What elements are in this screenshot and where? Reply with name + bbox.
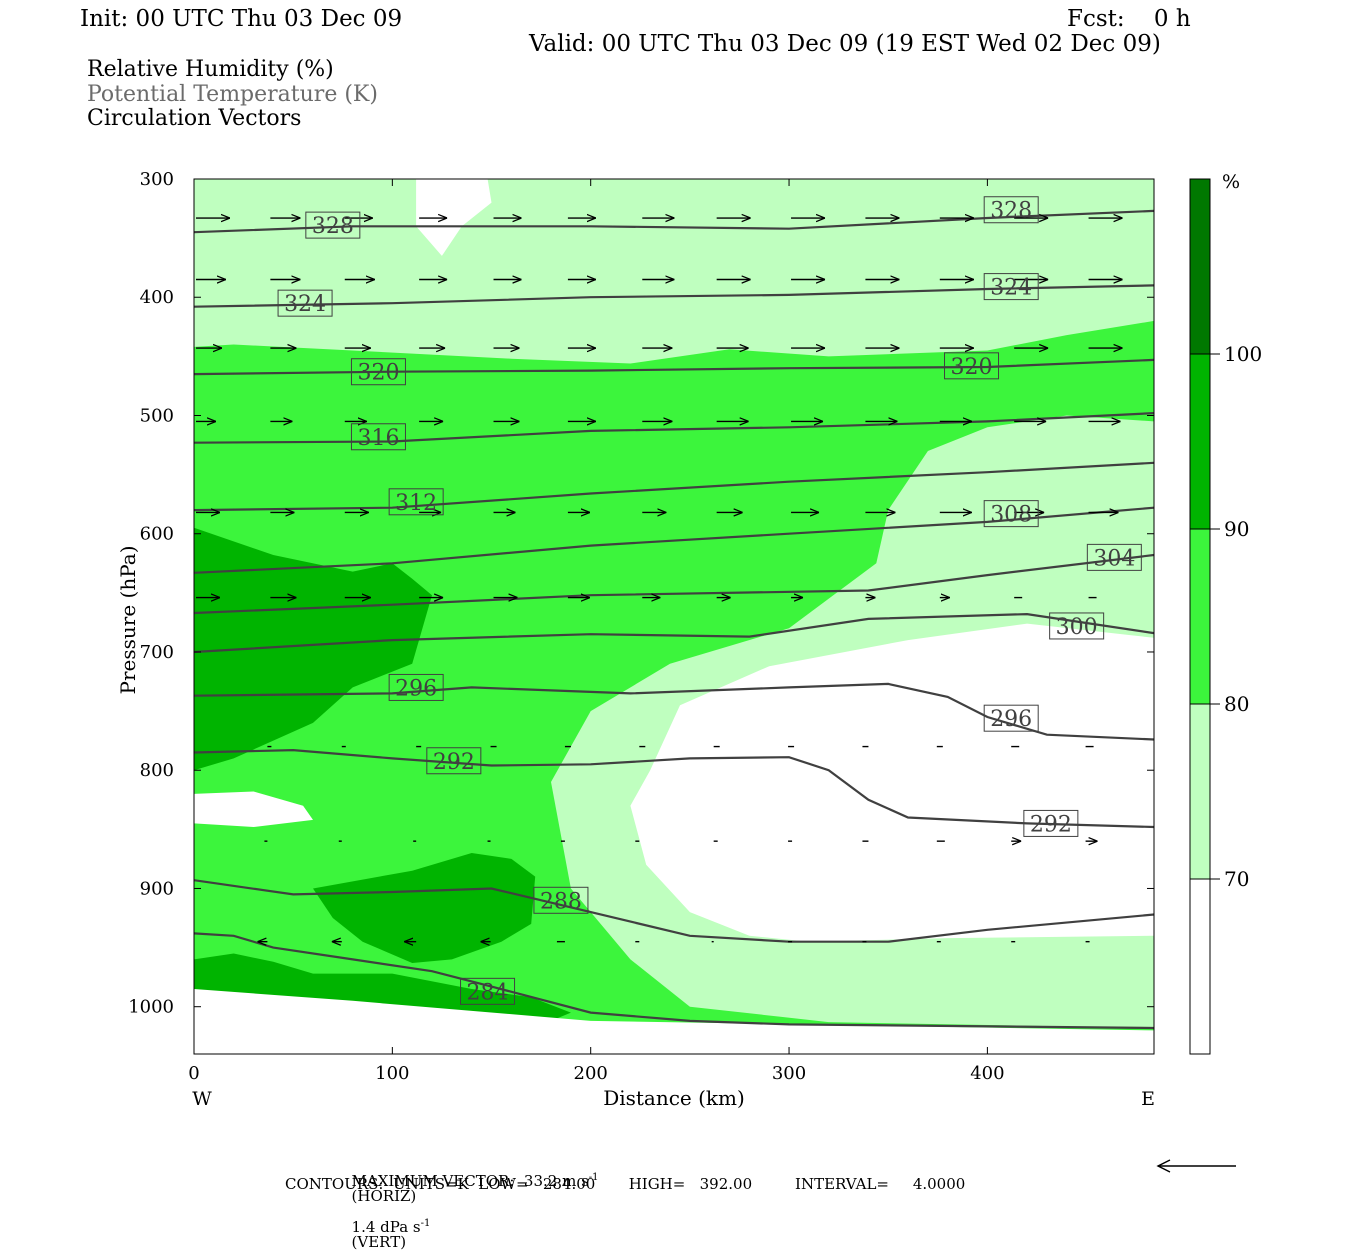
contour-label-292: 292 bbox=[1030, 812, 1072, 837]
x-tick-label: 200 bbox=[574, 1063, 608, 1084]
contour-label-320: 320 bbox=[951, 355, 993, 380]
contour-label-296: 296 bbox=[395, 676, 437, 701]
y-tick-label: 600 bbox=[140, 524, 174, 545]
contour-label-324: 324 bbox=[990, 276, 1032, 301]
colorbar-segment-below-70 bbox=[1190, 879, 1210, 1054]
colorbar-label: 90 bbox=[1224, 517, 1249, 541]
colorbar-segment-80-90 bbox=[1190, 529, 1210, 704]
contour-label-328: 328 bbox=[312, 214, 354, 239]
contour-label-312: 312 bbox=[395, 491, 437, 516]
y-axis-label: Pressure (hPa) bbox=[116, 546, 140, 695]
x-tick-label: 400 bbox=[970, 1063, 1004, 1084]
colorbar-segment-above-100 bbox=[1190, 179, 1210, 354]
x-tick-label: 300 bbox=[772, 1063, 806, 1084]
x-tick-label: 100 bbox=[375, 1063, 409, 1084]
colorbar-label: 70 bbox=[1224, 867, 1249, 891]
rh-fill-layer bbox=[194, 179, 1154, 1054]
vert-tag: (VERT) bbox=[352, 1233, 407, 1251]
y-tick-label: 300 bbox=[140, 169, 174, 190]
x-tick-label: 0 bbox=[188, 1063, 199, 1084]
contour-label-304: 304 bbox=[1093, 546, 1135, 571]
y-tick-label: 700 bbox=[140, 642, 174, 663]
x-axis-label: Distance (km) bbox=[603, 1086, 745, 1110]
contour-label-328: 328 bbox=[990, 199, 1032, 224]
contour-label-288: 288 bbox=[540, 889, 582, 914]
contour-label-292: 292 bbox=[433, 750, 475, 775]
colorbar: 70 80 90 100 bbox=[1190, 179, 1262, 1054]
contour-label-324: 324 bbox=[284, 292, 326, 317]
contour-label-308: 308 bbox=[990, 503, 1032, 528]
cross-section-chart: 328 328 324 324 320 320 316 312 308 304 300 296 296 2… bbox=[0, 0, 1350, 1140]
colorbar-label: 80 bbox=[1224, 692, 1249, 716]
colorbar-segment-70-80 bbox=[1190, 704, 1210, 879]
contour-label-316: 316 bbox=[357, 426, 399, 451]
x-west-label: W bbox=[192, 1088, 212, 1110]
reference-vector-arrow bbox=[1156, 1156, 1236, 1176]
contours-note: CONTOURS: UNITS=K LOW= 284.00 HIGH= 392.… bbox=[285, 1177, 965, 1192]
contour-label-284: 284 bbox=[467, 980, 509, 1005]
unit-exponent: -1 bbox=[421, 1218, 431, 1229]
x-east-label: E bbox=[1141, 1088, 1155, 1110]
y-tick-label: 800 bbox=[140, 760, 174, 781]
y-tick-label: 400 bbox=[140, 287, 174, 308]
y-tick-label: 500 bbox=[140, 405, 174, 426]
contour-label-296: 296 bbox=[990, 707, 1032, 732]
colorbar-label: 100 bbox=[1224, 342, 1262, 366]
y-tick-label: 900 bbox=[140, 878, 174, 899]
contour-label-320: 320 bbox=[357, 361, 399, 386]
max-vector-note: MAXIMUM VECTOR: 33.2 m s-1 (HORIZ) 1.4 d… bbox=[342, 1158, 599, 1250]
colorbar-unit: % bbox=[1222, 171, 1240, 193]
colorbar-segment-90-100 bbox=[1190, 354, 1210, 529]
contour-label-300: 300 bbox=[1056, 615, 1098, 640]
y-tick-label: 1000 bbox=[128, 997, 174, 1018]
